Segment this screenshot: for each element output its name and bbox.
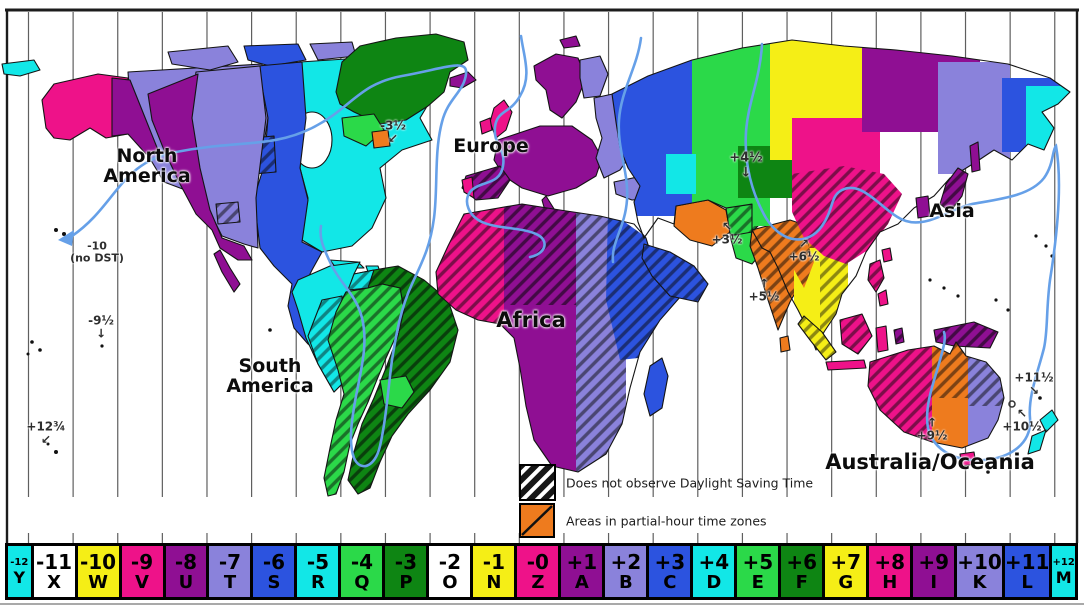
australia-oceania — [867, 341, 1059, 467]
timezone-offset: +5 — [742, 549, 774, 574]
blue-route-line — [58, 34, 1061, 468]
timezone-cell: -3 P — [382, 546, 427, 597]
timezone-cell: -10 W — [74, 546, 119, 597]
timezone-cell: +6 F — [778, 546, 823, 597]
timezone-offset: -9 — [130, 549, 154, 574]
timezone-letter: C — [663, 571, 677, 593]
timezone-cell: -12 Y — [8, 546, 31, 597]
timezone-letter: E — [751, 571, 764, 593]
timezone-cell: -7 T — [206, 546, 251, 597]
timezone-offset: -4 — [350, 549, 374, 574]
timezone-cell: +1 A — [558, 546, 603, 597]
timezone-letter: I — [930, 571, 938, 593]
bar-underline — [0, 603, 1084, 605]
timezone-cell: -5 R — [294, 546, 339, 597]
timezone-letter: M — [1055, 567, 1072, 587]
timezone-cell: +12 M — [1049, 546, 1075, 597]
timezone-offset: +11 — [1004, 549, 1050, 574]
timezone-offset: +8 — [874, 549, 906, 574]
timezone-offset: -8 — [174, 549, 198, 574]
timezone-offset: +6 — [786, 549, 818, 574]
island-dots — [26, 228, 1054, 474]
timezone-letter: Z — [531, 571, 545, 593]
timezone-offset: -11 — [35, 549, 73, 574]
timezone-cell: +5 E — [734, 546, 779, 597]
south-america — [291, 261, 459, 497]
timezone-offset: -6 — [262, 549, 286, 574]
timezone-letter: H — [882, 571, 898, 593]
timezone-offset: -1 — [482, 549, 505, 574]
timezone-cell: -11 X — [30, 546, 75, 597]
timezone-letter: V — [135, 571, 149, 593]
timezone-cell: +3 C — [646, 546, 691, 597]
timezone-letter: K — [972, 571, 987, 593]
timezone-cell: -0 Z — [514, 546, 559, 597]
timezone-letter: Q — [354, 571, 370, 593]
timezone-cell: -2 O — [426, 546, 471, 597]
timezone-letter: U — [178, 571, 194, 593]
timezone-offset: +2 — [610, 549, 642, 574]
timezone-cell: +11 L — [1001, 546, 1050, 597]
timezone-offset: -3 — [394, 549, 418, 574]
timezone-letter: G — [838, 571, 854, 593]
timezone-cell: -1 N — [470, 546, 515, 597]
timezone-letter: O — [442, 571, 458, 593]
legend-swatch-no-dst — [519, 464, 556, 501]
timezone-offset: +3 — [654, 549, 686, 574]
timezone-offset: +7 — [830, 549, 862, 574]
timezone-offset: -7 — [218, 549, 242, 574]
legend-swatches — [519, 464, 556, 538]
timezone-letter: D — [706, 571, 722, 593]
timezone-offset: +12 — [1052, 556, 1075, 568]
map-frame — [5, 8, 1079, 543]
timezone-offset: +10 — [957, 549, 1002, 574]
timezone-letter: P — [399, 571, 413, 593]
timezone-letter: F — [795, 571, 808, 593]
timezone-cell: -6 S — [250, 546, 295, 597]
timezone-offset: -10 — [79, 549, 117, 574]
timezone-cell: +4 D — [690, 546, 735, 597]
timezone-offset-bar: -12 Y -11 X -10 W -9 V -8 U -7 T -6 S -5 R -4 Q -3 P -2 O -1 N -… — [5, 543, 1078, 600]
timezone-letter: Y — [13, 567, 26, 587]
timezone-letter: N — [486, 571, 502, 593]
timezone-letter: L — [1021, 571, 1033, 593]
timezone-cell: +2 B — [602, 546, 647, 597]
timezone-cell: -9 V — [118, 546, 163, 597]
timezone-offset: -12 — [10, 556, 29, 568]
timezone-letter: W — [88, 571, 108, 593]
timezone-cell: +8 H — [866, 546, 911, 597]
timezone-offset: -0 — [526, 549, 549, 574]
timezone-offset: -2 — [438, 549, 461, 574]
timezone-letter: X — [47, 571, 61, 593]
timezone-offset: +4 — [698, 549, 730, 574]
timezone-cell: +10 K — [954, 546, 1002, 597]
timezone-cell: -8 U — [162, 546, 207, 597]
north-america — [1, 33, 469, 375]
timezone-letter: T — [223, 571, 237, 593]
timezone-offset: -5 — [306, 549, 330, 574]
timezone-letter: A — [574, 571, 589, 593]
russia-east-asia — [611, 39, 1071, 371]
timezone-letter: S — [267, 571, 281, 593]
timezone-offset: +9 — [918, 549, 950, 574]
timezone-cell: -4 Q — [338, 546, 383, 597]
africa — [435, 203, 689, 473]
timezone-offset: +1 — [566, 549, 598, 574]
timezone-cell: +7 G — [822, 546, 867, 597]
timezone-letter: B — [618, 571, 633, 593]
timezone-letter: R — [311, 571, 325, 593]
timezone-cell: +9 I — [910, 546, 955, 597]
